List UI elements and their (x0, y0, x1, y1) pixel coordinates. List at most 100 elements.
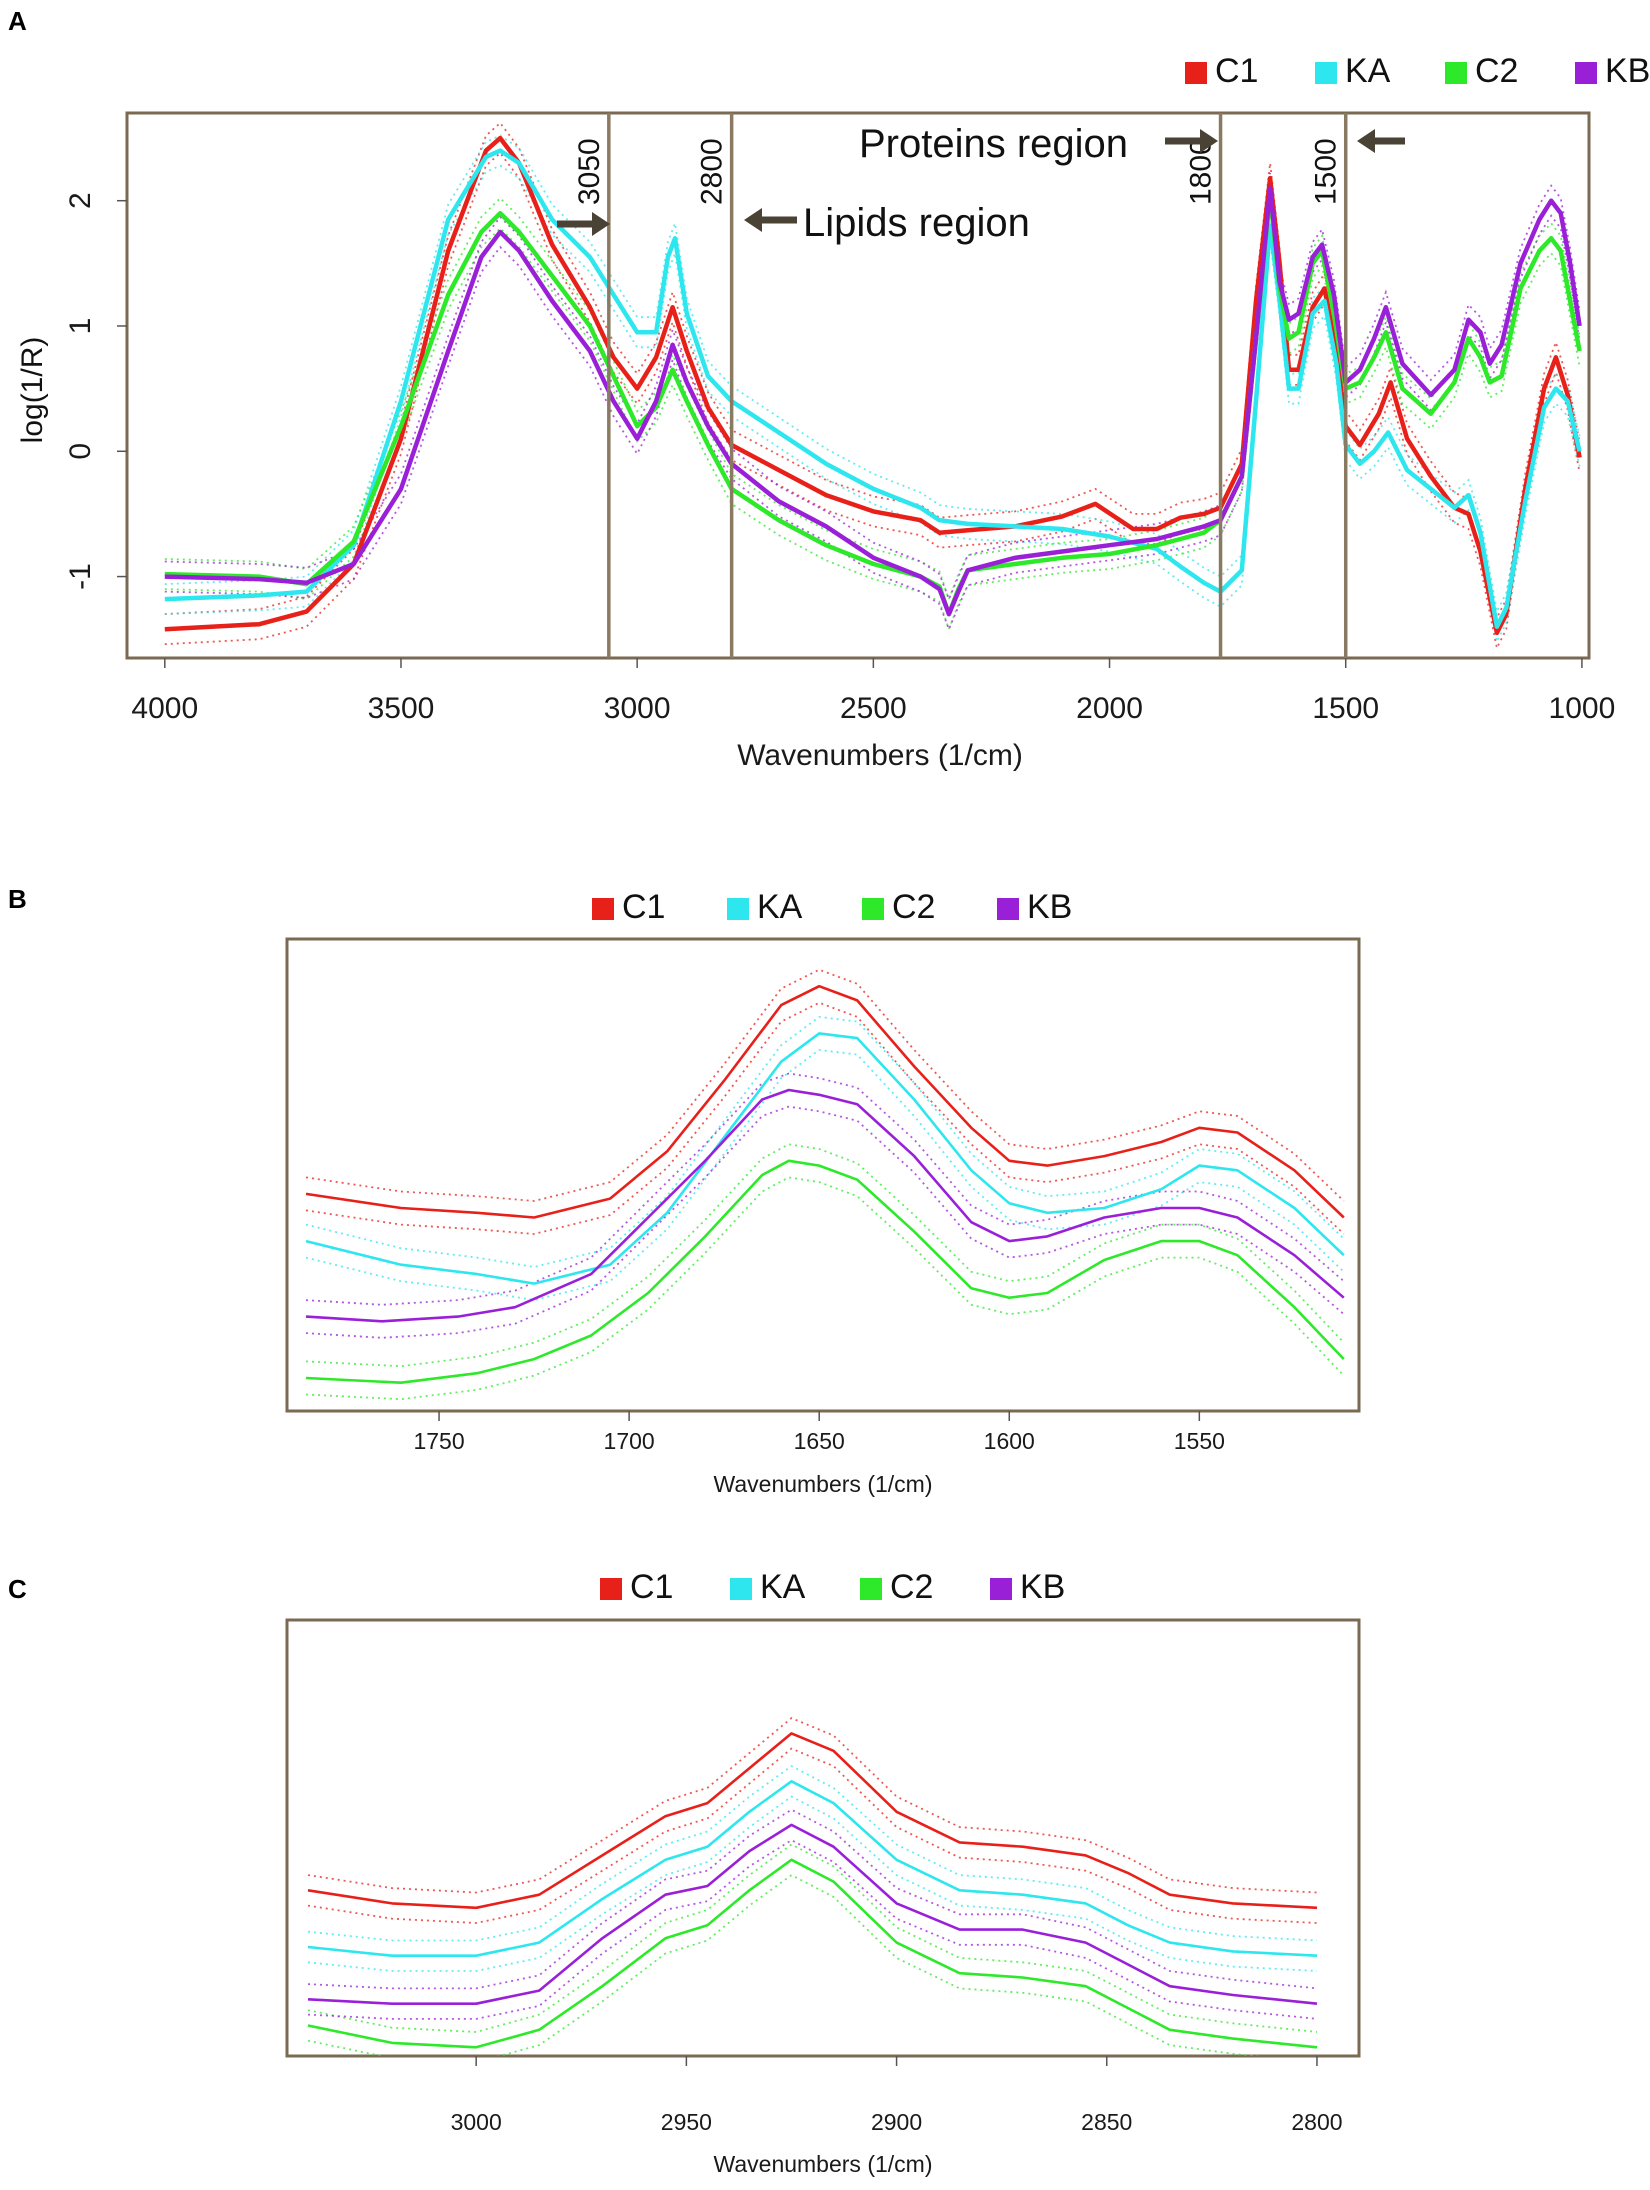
panel-b-ticks: 1750 1700 1650 1600 1550 (413, 1411, 1225, 1454)
y-tick-label: 1 (64, 318, 97, 335)
legend-label-ka: KA (757, 888, 803, 926)
panel-a-y-axis-label: log(1/R) (16, 337, 49, 444)
panel-c-ka-line (307, 1780, 1318, 1957)
panel-a-c1-line (164, 135, 1582, 636)
legend-label-kb: KB (1027, 888, 1072, 926)
panel-b-letter: B (8, 884, 27, 914)
panel-c-ka-band-lower (307, 1795, 1318, 1972)
panel-b-x-axis-label: Wavenumbers (1/cm) (714, 1471, 933, 1497)
panel-b-frame (285, 937, 1361, 1413)
panel-a-series (164, 121, 1582, 651)
panel-c-letter: C (8, 1574, 27, 1604)
legend-swatch-ka (1315, 62, 1337, 84)
proteins-arrow-right (1357, 129, 1405, 153)
y-tick-label: -1 (64, 563, 97, 590)
x-tick-label: 2000 (1076, 692, 1143, 725)
x-tick-label: 1750 (413, 1428, 464, 1454)
legend-label-c2: C2 (1475, 52, 1518, 90)
legend-swatch-c1 (600, 1578, 622, 1600)
legend-swatch-c2 (860, 1578, 882, 1600)
panel-b-c2-band-upper (305, 1143, 1345, 1368)
lipids-arrow-left (557, 212, 610, 236)
panel-c-c2-band-lower (307, 1874, 1263, 2056)
panel-c-series (307, 1717, 1318, 2056)
panel-a: A 3050 2800 1800 1500 4000 3500 3000 2500 2000 1… (8, 6, 1650, 772)
legend-swatch-c2 (1445, 62, 1467, 84)
panel-a-x-axis-label: Wavenumbers (1/cm) (737, 739, 1023, 772)
panel-a-c2-band-upper (164, 179, 1581, 602)
legend-label-c2: C2 (890, 1568, 933, 1606)
proteins-region-label: Proteins region (859, 122, 1128, 166)
panel-b-series (305, 968, 1345, 1401)
legend-swatch-kb (1575, 62, 1597, 84)
x-tick-label: 1550 (1174, 1428, 1225, 1454)
lipids-arrow-right (744, 208, 797, 232)
panel-c-ka-band-upper (307, 1765, 1318, 1942)
region-marker-label-2800: 2800 (696, 138, 729, 205)
x-tick-label: 4000 (131, 692, 198, 725)
panel-a-legend: C1 KA C2 KB (1185, 52, 1650, 90)
panel-c-kb-line (307, 1823, 1318, 2005)
legend-label-c1: C1 (622, 888, 665, 926)
legend-label-ka: KA (1345, 52, 1391, 90)
panel-b-ka-band-upper (305, 1015, 1345, 1268)
panel-c-frame (285, 1618, 1361, 2058)
legend-swatch-kb (997, 898, 1019, 920)
panel-b-ka-line (305, 1032, 1345, 1285)
legend-label-c2: C2 (892, 888, 935, 926)
panel-c-c2-band-upper (307, 1843, 1318, 2033)
panel-b-kb-line (305, 1088, 1345, 1323)
x-tick-label: 2850 (1081, 2109, 1132, 2135)
legend-swatch-c2 (862, 898, 884, 920)
proteins-arrow-left (1165, 129, 1218, 153)
panel-b-c2-band-lower (305, 1176, 1345, 1401)
panel-c: C 3000 2950 2900 2850 2800 Wavenumbers (1/cm… (8, 1568, 1361, 2177)
panel-b-c1-line (305, 984, 1345, 1219)
x-tick-label: 1600 (984, 1428, 1035, 1454)
panel-c-legend: C1 KA C2 KB (600, 1568, 1065, 1606)
panel-c-c1-line (307, 1732, 1318, 1910)
panel-c-c1-band-upper (307, 1717, 1318, 1894)
panel-c-c2-line (307, 1858, 1318, 2049)
panel-b-legend: C1 KA C2 KB (592, 888, 1072, 926)
x-tick-label: 3500 (368, 692, 435, 725)
lipids-region-label: Lipids region (803, 201, 1030, 245)
panel-b-ka-band-lower (305, 1048, 1345, 1302)
x-tick-label: 2900 (871, 2109, 922, 2135)
legend-label-c1: C1 (630, 1568, 673, 1606)
panel-a-c2-line (164, 192, 1582, 617)
y-tick-label: 0 (64, 443, 97, 460)
legend-label-ka: KA (760, 1568, 806, 1606)
panel-a-ticks: 4000 3500 3000 2500 2000 1500 1000 -1 0 1 2 (64, 192, 1615, 725)
x-tick-label: 1700 (604, 1428, 655, 1454)
panel-a-c2-band-lower (164, 209, 1581, 632)
legend-swatch-ka (727, 898, 749, 920)
x-tick-label: 1650 (794, 1428, 845, 1454)
region-marker-label-1500: 1500 (1310, 138, 1343, 205)
x-tick-label: 2500 (840, 692, 907, 725)
legend-swatch-c1 (592, 898, 614, 920)
legend-label-kb: KB (1020, 1568, 1065, 1606)
panel-b-c2-line (305, 1159, 1345, 1384)
y-tick-label: 2 (64, 192, 97, 209)
region-marker-label-3050: 3050 (573, 138, 606, 205)
panel-c-ticks: 3000 2950 2900 2850 2800 (451, 2056, 1343, 2135)
x-tick-label: 2800 (1291, 2109, 1342, 2135)
x-tick-label: 1000 (1549, 692, 1616, 725)
panel-a-ka-line (164, 148, 1582, 629)
panel-a-kb-line (164, 185, 1582, 617)
x-tick-label: 1500 (1312, 692, 1379, 725)
legend-label-c1: C1 (1215, 52, 1258, 90)
legend-swatch-ka (730, 1578, 752, 1600)
panel-a-frame (125, 111, 1591, 660)
panel-a-region-markers: 3050 2800 1800 1500 (573, 113, 1348, 658)
x-tick-label: 2950 (661, 2109, 712, 2135)
x-tick-label: 3000 (451, 2109, 502, 2135)
panel-c-x-axis-label: Wavenumbers (1/cm) (714, 2151, 933, 2177)
x-tick-label: 3000 (604, 692, 671, 725)
panel-b: B 1750 1700 1650 1600 1550 Wavenumbers (1/cm… (8, 884, 1361, 1497)
legend-swatch-kb (990, 1578, 1012, 1600)
legend-swatch-c1 (1185, 62, 1207, 84)
legend-label-kb: KB (1605, 52, 1650, 90)
